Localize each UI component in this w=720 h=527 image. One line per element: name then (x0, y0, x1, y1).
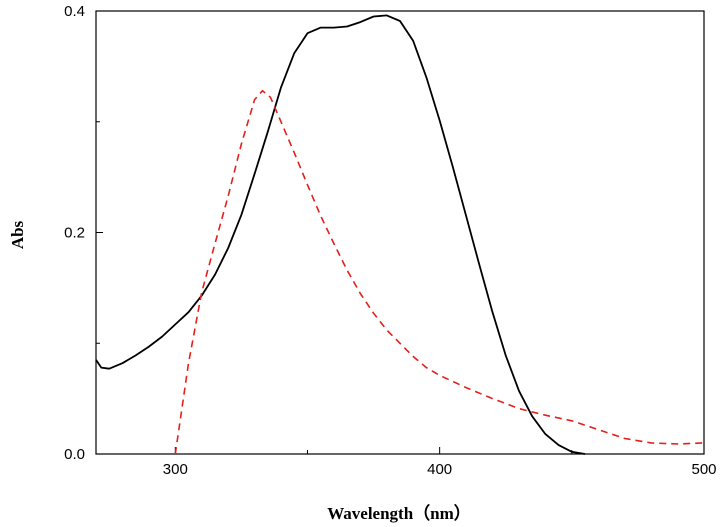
x-tick-label: 500 (691, 461, 716, 478)
x-tick-label: 300 (163, 461, 188, 478)
y-tick-label: 0.0 (64, 446, 85, 463)
y-axis-label: Abs (8, 220, 27, 249)
series-line-dashed (174, 89, 705, 455)
plot-frame (95, 10, 705, 455)
plot-area: 300 400 500 0.0 0.2 0.4 (64, 3, 716, 478)
series-line-solid (95, 14, 586, 455)
x-tick-label: 400 (427, 461, 452, 478)
y-tick-label: 0.2 (64, 225, 85, 242)
y-tick-label: 0.4 (64, 3, 85, 20)
x-axis-label: Wavelength（nm） (327, 503, 471, 523)
